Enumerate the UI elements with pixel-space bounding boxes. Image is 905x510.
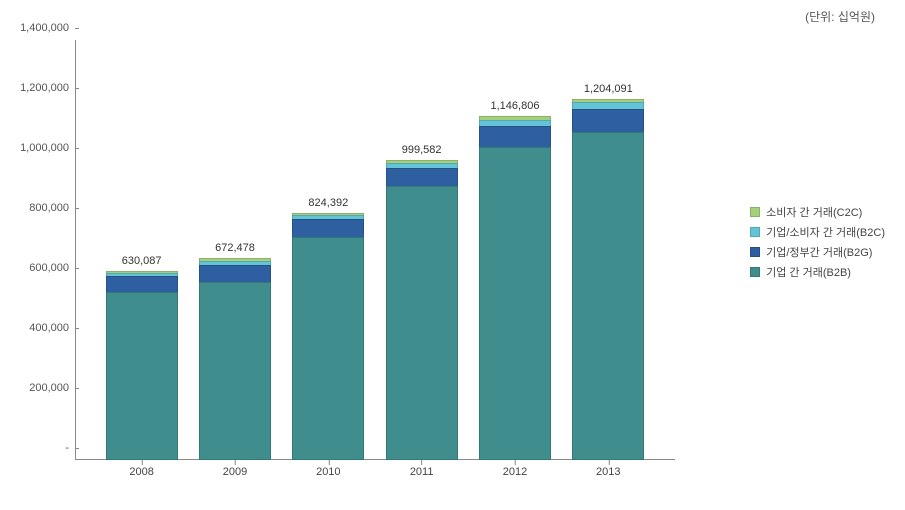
y-tick: - [5, 442, 75, 454]
unit-label: (단위: 십억원) [805, 8, 875, 25]
bar-segment-b2b [386, 186, 458, 460]
bar-segment-b2g [572, 109, 644, 132]
chart-container: (단위: 십억원) -200,000400,000600,000800,0001… [0, 0, 905, 510]
bar-segment-b2g [292, 219, 364, 236]
x-tick: 2011 [410, 466, 434, 478]
bar-total-label: 630,087 [122, 255, 162, 267]
bar-stack [106, 271, 178, 460]
bar-stack [199, 258, 271, 460]
legend-item-b2g: 기업/정부간 거래(B2G) [750, 244, 885, 260]
y-tick: 1,200,000 [5, 82, 75, 94]
legend-label: 소비자 간 거래(C2C) [766, 204, 862, 220]
legend-swatch [750, 247, 760, 257]
bar-total-label: 1,204,091 [584, 83, 633, 95]
legend: 소비자 간 거래(C2C) 기업/소비자 간 거래(B2C) 기업/정부간 거래(B… [750, 200, 885, 284]
plot-area: -200,000400,000600,000800,0001,000,0001,… [75, 40, 675, 460]
bar-segment-b2b [572, 132, 644, 461]
bar-column: 999,5822011 [386, 144, 458, 460]
bar-column: 824,3922010 [292, 197, 364, 460]
bar-column: 1,146,8062012 [479, 100, 551, 460]
bar-segment-b2g [199, 265, 271, 282]
bar-segment-b2g [106, 276, 178, 292]
bar-segment-b2b [199, 282, 271, 461]
bar-segment-b2c [572, 102, 644, 109]
legend-swatch [750, 207, 760, 217]
x-tick: 2008 [129, 466, 153, 478]
bar-column: 1,204,0912013 [572, 83, 644, 460]
y-tick: 1,000,000 [5, 142, 75, 154]
x-tick: 2013 [596, 466, 620, 478]
x-tick: 2012 [503, 466, 527, 478]
legend-swatch [750, 227, 760, 237]
bar-stack [572, 99, 644, 460]
bar-stack [479, 116, 551, 460]
legend-label: 기업/소비자 간 거래(B2C) [766, 224, 885, 240]
bar-total-label: 999,582 [402, 144, 442, 156]
bar-stack [386, 160, 458, 460]
bar-total-label: 1,146,806 [491, 100, 540, 112]
y-tick: 1,400,000 [5, 22, 75, 34]
bar-segment-b2g [386, 168, 458, 186]
bar-total-label: 672,478 [215, 242, 255, 254]
bar-column: 672,4782009 [199, 242, 271, 460]
bar-stack [292, 213, 364, 460]
x-tick: 2010 [316, 466, 340, 478]
legend-label: 기업/정부간 거래(B2G) [766, 244, 872, 260]
bar-segment-b2g [479, 126, 551, 147]
bar-segment-b2b [292, 237, 364, 461]
bar-segment-b2b [106, 292, 178, 460]
legend-item-b2c: 기업/소비자 간 거래(B2C) [750, 224, 885, 240]
bar-segment-b2b [479, 147, 551, 461]
x-tick: 2009 [223, 466, 247, 478]
y-tick: 200,000 [5, 382, 75, 394]
legend-item-b2b: 기업 간 거래(B2B) [750, 264, 885, 280]
y-tick: 600,000 [5, 262, 75, 274]
bars-row: 630,0872008 672,4782009 824,3922010 999,582… [75, 40, 675, 460]
legend-item-c2c: 소비자 간 거래(C2C) [750, 204, 885, 220]
bar-column: 630,0872008 [106, 255, 178, 460]
y-tick: 400,000 [5, 322, 75, 334]
y-tick: 800,000 [5, 202, 75, 214]
legend-label: 기업 간 거래(B2B) [766, 264, 851, 280]
bar-total-label: 824,392 [308, 197, 348, 209]
legend-swatch [750, 267, 760, 277]
